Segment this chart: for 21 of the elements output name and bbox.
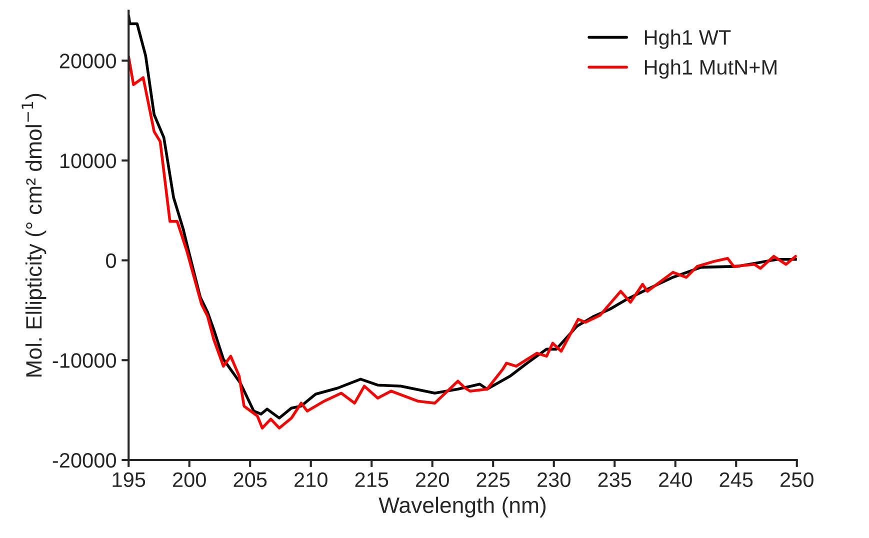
- x-axis-title: Wavelength (nm): [378, 496, 546, 518]
- y-tick-label: -10000: [52, 353, 116, 368]
- legend-label: Hgh1 WT: [644, 30, 731, 49]
- x-tick-label: 205: [234, 472, 267, 488]
- x-tick-label: 215: [355, 472, 388, 488]
- x-tick-label: 230: [538, 472, 570, 488]
- x-tick-label: 210: [294, 472, 328, 488]
- y-axis-title: Mol. Ellipticity (° cm² dmol$^{−1}$): [22, 94, 46, 376]
- y-tick-label: 0: [106, 253, 116, 268]
- x-tick-label: 200: [173, 472, 206, 488]
- x-tick-label: 235: [598, 472, 632, 488]
- y-tick-label: 10000: [60, 154, 116, 168]
- y-tick-label: -20000: [52, 452, 116, 468]
- x-tick-label: 220: [416, 472, 449, 488]
- x-tick-label: 245: [720, 472, 753, 488]
- x-tick-label: 195: [112, 472, 146, 488]
- x-tick-label: 250: [780, 472, 814, 488]
- x-tick-label: 225: [476, 472, 510, 488]
- x-tick-label: 240: [659, 472, 692, 488]
- y-tick-label: 20000: [60, 54, 116, 68]
- legend-label: Hgh1 MutN+M: [644, 59, 776, 79]
